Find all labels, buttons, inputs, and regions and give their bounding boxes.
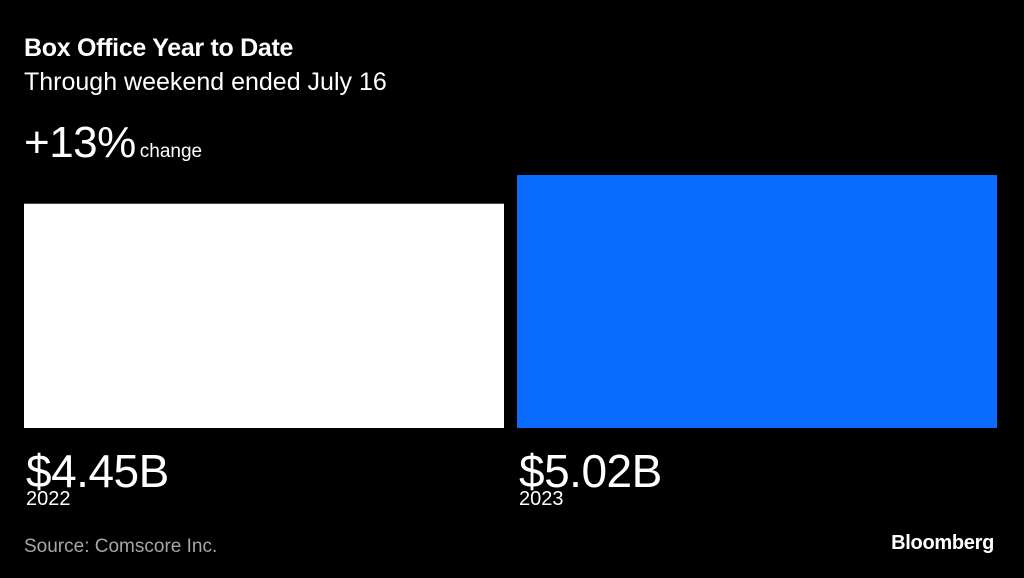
chart-title: Box Office Year to Date bbox=[24, 34, 294, 62]
change-value: +13% bbox=[24, 118, 136, 167]
bar-value-label-2023: $5.02B bbox=[519, 445, 662, 497]
bar-2022 bbox=[24, 203, 504, 428]
change-label: change bbox=[139, 141, 203, 162]
change-summary: +13% change bbox=[24, 118, 202, 168]
bar-2023 bbox=[517, 175, 997, 428]
source-note: Source: Comscore Inc. bbox=[24, 536, 218, 557]
bar-value-label-2022: $4.45B bbox=[26, 445, 169, 497]
bloomberg-logo: Bloomberg bbox=[891, 532, 994, 554]
bar-category-label-2023: 2023 bbox=[519, 488, 564, 510]
bar-category-label-2022: 2022 bbox=[26, 488, 71, 510]
chart-subtitle: Through weekend ended July 16 bbox=[24, 68, 387, 96]
